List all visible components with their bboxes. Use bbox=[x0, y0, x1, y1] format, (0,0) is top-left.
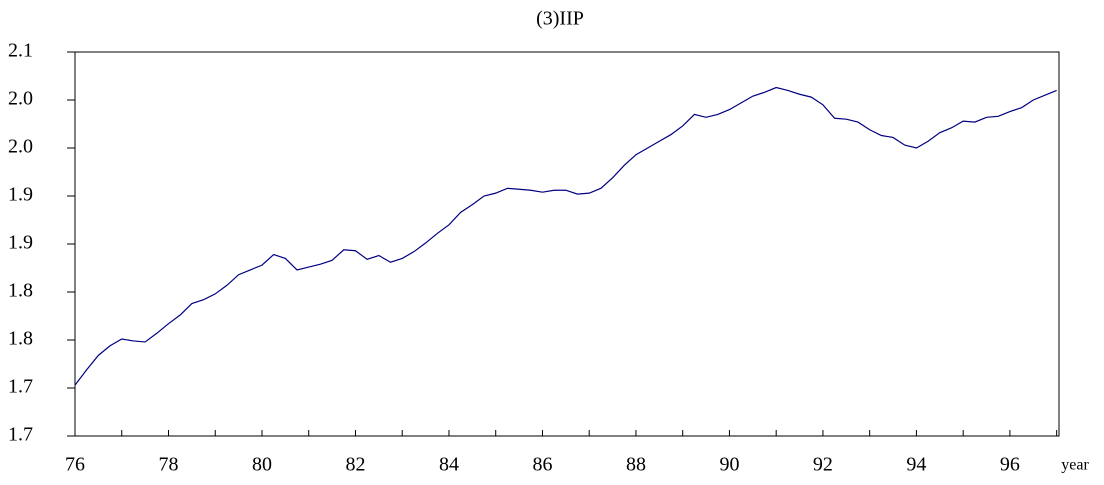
x-tick-label: 84 bbox=[439, 454, 459, 476]
x-tick-label: 88 bbox=[626, 454, 646, 476]
y-tick-label: 1.7 bbox=[8, 376, 33, 398]
x-tick-label: 76 bbox=[65, 454, 85, 476]
x-tick-label: 82 bbox=[345, 454, 365, 476]
y-tick-label: 2.1 bbox=[8, 40, 33, 62]
plot-frame bbox=[74, 51, 1060, 437]
x-tick-label: 80 bbox=[252, 454, 272, 476]
x-tick-label: 90 bbox=[719, 454, 739, 476]
chart-title: (3)IIP bbox=[536, 8, 584, 30]
y-tick-label: 1.9 bbox=[8, 184, 33, 206]
y-tick-label: 2.0 bbox=[8, 136, 33, 158]
x-tick-label: 78 bbox=[158, 454, 178, 476]
y-tick-label: 2.0 bbox=[8, 88, 33, 110]
x-axis-label: year bbox=[1061, 457, 1089, 474]
x-tick-label: 96 bbox=[1000, 454, 1020, 476]
x-tick-label: 92 bbox=[813, 454, 833, 476]
x-tick-label: 86 bbox=[532, 454, 552, 476]
x-tick-label: 94 bbox=[906, 454, 926, 476]
y-tick-label: 1.8 bbox=[8, 280, 33, 302]
y-tick-label: 1.9 bbox=[8, 232, 33, 254]
y-tick-label: 1.8 bbox=[8, 328, 33, 350]
y-tick-label: 1.7 bbox=[8, 424, 33, 446]
data-line bbox=[74, 86, 1057, 386]
